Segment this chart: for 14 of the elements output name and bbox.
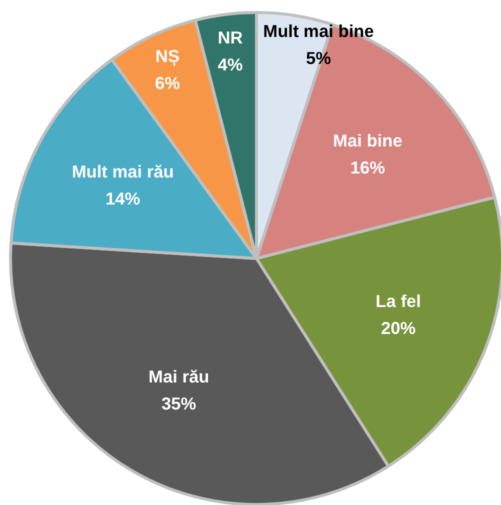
slice-label: NȘ xyxy=(155,46,180,66)
slice-label: Mult mai rău xyxy=(72,162,174,182)
data-label: 35% xyxy=(162,393,196,414)
slice-label: La fel xyxy=(376,291,421,312)
slice-label: Mai bine xyxy=(333,130,403,151)
slice-label: Mult mai bine xyxy=(263,21,374,42)
data-label: 16% xyxy=(350,158,386,178)
data-label: 5% xyxy=(306,48,332,68)
slice-label: NR xyxy=(218,28,244,48)
data-label: 4% xyxy=(218,54,243,75)
data-label: 6% xyxy=(154,72,180,93)
slice-label: Mai rău xyxy=(148,366,210,386)
data-label: 20% xyxy=(380,318,416,338)
data-label: 14% xyxy=(106,188,140,209)
